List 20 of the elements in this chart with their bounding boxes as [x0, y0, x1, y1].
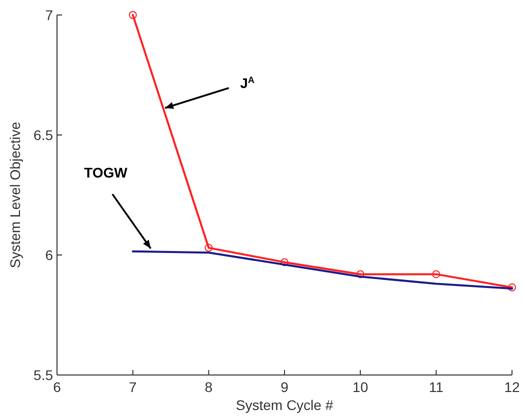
point	[128, 11, 137, 19]
y-tick-label: 5.5	[34, 366, 54, 383]
point	[356, 270, 364, 278]
x-tick-label: 7	[128, 379, 137, 395]
x-tick-label: 12	[504, 379, 520, 395]
y-tick-label: 6	[45, 246, 54, 263]
x-axis-title: System Cycle #	[236, 397, 334, 413]
y-tick-label: 6.5	[34, 126, 54, 143]
point	[204, 244, 213, 252]
x-tick-label: 9	[280, 379, 289, 395]
annotation: J$^{A}$	[240, 74, 255, 91]
y-axis-title: System Level Objective	[7, 122, 23, 268]
x-tick-label: 10	[352, 379, 368, 395]
x-tick-label: 11	[428, 379, 444, 395]
annotation: TOGW	[84, 164, 128, 181]
point	[508, 283, 516, 292]
y-tick-label: 7	[45, 6, 54, 23]
point	[280, 258, 288, 266]
x-tick-label: 8	[204, 379, 213, 395]
point	[432, 270, 440, 278]
